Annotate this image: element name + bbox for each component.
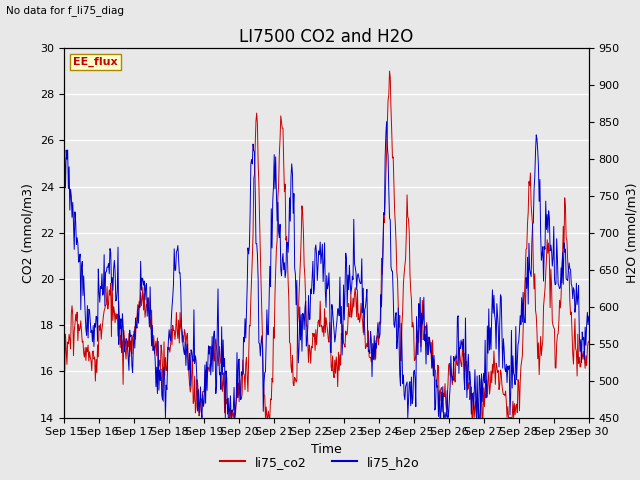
X-axis label: Time: Time — [311, 443, 342, 456]
li75_co2 — [386, 68, 394, 74]
li75_h2o — [205, 351, 213, 357]
li75_h2o — [383, 119, 390, 124]
Y-axis label: CO2 (mmol/m3): CO2 (mmol/m3) — [22, 183, 35, 283]
li75_h2o — [407, 403, 415, 408]
Title: LI7500 CO2 and H2O: LI7500 CO2 and H2O — [239, 28, 413, 47]
li75_h2o — [60, 181, 68, 187]
Line: li75_h2o: li75_h2o — [64, 121, 589, 418]
Line: li75_co2: li75_co2 — [64, 71, 589, 418]
Y-axis label: H2O (mmol/m3): H2O (mmol/m3) — [625, 182, 638, 283]
li75_co2 — [392, 222, 399, 228]
li75_co2 — [124, 338, 131, 344]
li75_co2 — [60, 368, 68, 374]
li75_co2 — [225, 415, 232, 420]
Legend: li75_co2, li75_h2o: li75_co2, li75_h2o — [215, 451, 425, 474]
li75_h2o — [162, 415, 170, 420]
li75_co2 — [70, 353, 77, 359]
li75_h2o — [70, 220, 77, 226]
li75_co2 — [177, 325, 184, 331]
li75_co2 — [407, 287, 415, 293]
li75_h2o — [124, 344, 131, 350]
li75_h2o — [585, 313, 593, 319]
li75_h2o — [178, 324, 186, 329]
li75_co2 — [205, 366, 212, 372]
li75_h2o — [392, 313, 399, 319]
li75_co2 — [585, 338, 593, 344]
Text: No data for f_li75_diag: No data for f_li75_diag — [6, 5, 124, 16]
